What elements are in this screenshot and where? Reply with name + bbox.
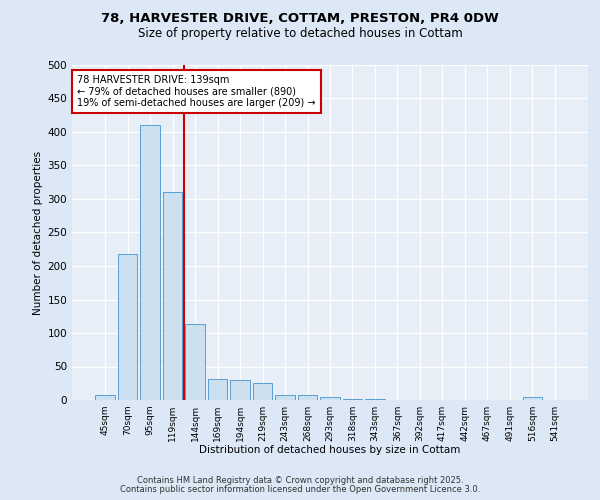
Bar (118, 254, 137, 400)
Bar (320, 398, 340, 400)
Bar (253, 383, 272, 400)
Text: Contains public sector information licensed under the Open Government Licence 3.: Contains public sector information licen… (120, 485, 480, 494)
Bar (208, 378, 227, 400)
Text: 78 HARVESTER DRIVE: 139sqm
← 79% of detached houses are smaller (890)
19% of sem: 78 HARVESTER DRIVE: 139sqm ← 79% of deta… (77, 75, 316, 108)
Bar (95, 394, 115, 400)
Bar (523, 398, 542, 400)
Bar (275, 396, 295, 400)
Bar (298, 396, 317, 400)
Bar (163, 192, 182, 400)
Text: Size of property relative to detached houses in Cottam: Size of property relative to detached ho… (137, 28, 463, 40)
Y-axis label: Number of detached properties: Number of detached properties (33, 150, 43, 314)
X-axis label: Distribution of detached houses by size in Cottam: Distribution of detached houses by size … (199, 446, 461, 456)
Bar (230, 380, 250, 400)
Bar (343, 398, 362, 400)
Bar (185, 324, 205, 400)
Text: Contains HM Land Registry data © Crown copyright and database right 2025.: Contains HM Land Registry data © Crown c… (137, 476, 463, 485)
Text: 78, HARVESTER DRIVE, COTTAM, PRESTON, PR4 0DW: 78, HARVESTER DRIVE, COTTAM, PRESTON, PR… (101, 12, 499, 26)
Bar (140, 126, 160, 400)
